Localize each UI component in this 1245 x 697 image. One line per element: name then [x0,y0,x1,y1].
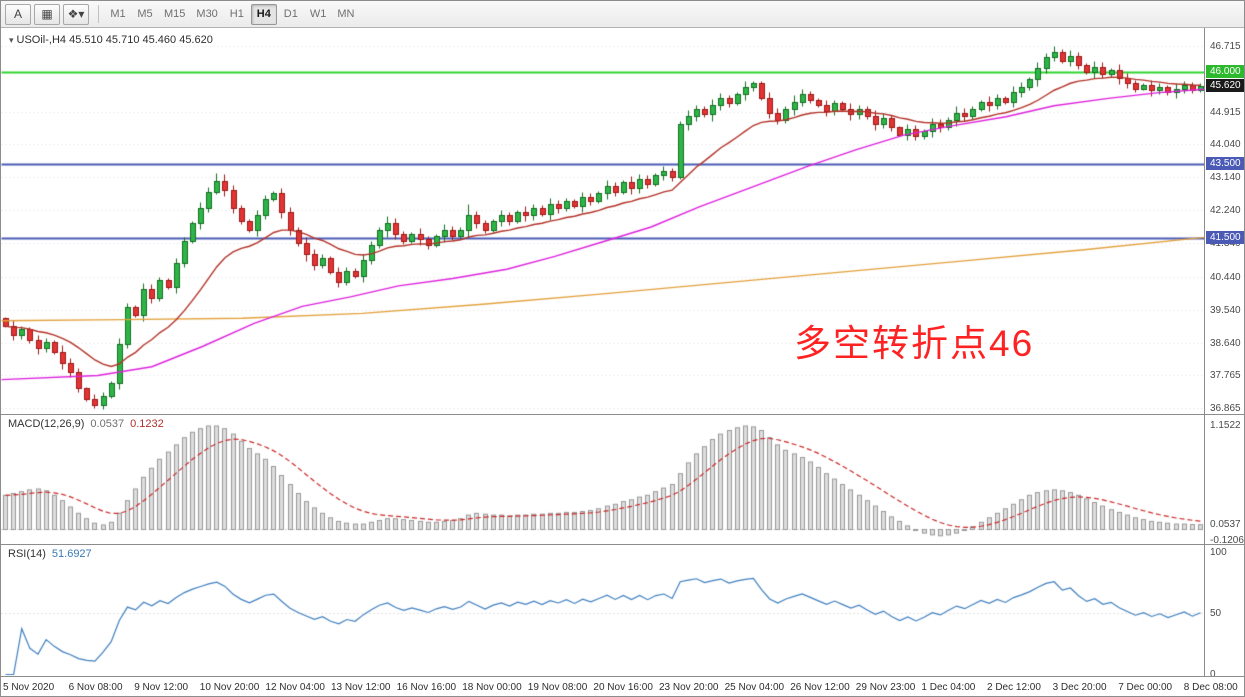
timeframe-button-m1[interactable]: M1 [110,8,126,20]
macd-panel-canvas[interactable] [1,415,1204,544]
time-axis-label: 9 Nov 12:00 [134,682,189,693]
timeframe-button-h1[interactable]: H1 [229,8,244,20]
macd-main-value: 0.0537 [90,418,125,430]
time-axis[interactable]: 5 Nov 2020 6 Nov 08:00 9 Nov 12:00 10 Nov 2… [1,677,1244,696]
macd-axis-label: 1.1522 [1210,420,1241,432]
panel-divider-macd-rsi[interactable] [1,544,1244,545]
timeframe-button-w1[interactable]: W1 [309,8,327,20]
chart-window-button[interactable]: ▦ [34,3,60,25]
time-axis-label: 8 Dec 08:00 [1183,682,1238,693]
rsi-axis-label: 100 [1210,547,1227,558]
annotation-text: 多空转折点46 [794,323,1035,364]
price-axis-label: 44.915 [1210,107,1241,118]
macd-axis-label: 0.0537 [1210,519,1241,531]
rsi-indicator-label: RSI(14) 51.6927 [8,548,92,560]
time-axis-label: 29 Nov 23:00 [855,682,916,693]
main-chart-canvas[interactable] [1,28,1204,414]
time-axis-label: 2 Dec 12:00 [987,682,1041,693]
time-axis-label: 10 Nov 20:00 [199,682,260,693]
rsi-axis-label: 0 [1210,669,1216,680]
timeframe-button-m15[interactable]: M15 [164,8,186,20]
macd-signal-value: 0.1232 [130,418,164,430]
timeframe-button-d1[interactable]: D1 [283,8,298,20]
price-badge-45.620: 45.620 [1206,79,1244,93]
time-axis-label: 16 Nov 16:00 [396,682,457,693]
timeframe-button-mn[interactable]: MN [337,8,355,20]
time-axis-label: 23 Nov 20:00 [659,682,719,693]
symbol-ohlc-label: ▾ USOil-,H4 45.510 45.710 45.460 45.620 [9,34,213,46]
time-axis-label: 18 Nov 00:00 [462,682,522,693]
time-axis-label: 13 Nov 12:00 [331,682,391,693]
toolbar-separator [98,5,99,23]
panel-divider-main-macd[interactable] [1,414,1244,415]
price-badge-41.500: 41.500 [1206,230,1244,244]
rsi-panel-canvas[interactable] [1,545,1204,676]
time-axis-label: 7 Dec 00:00 [1118,682,1173,693]
time-axis-label: 3 Dec 20:00 [1052,682,1107,693]
toolbar: A ▦ ❖▾ M1 M5 M15 M30 H1 H4 D1 W1 MN [1,1,1244,28]
time-axis-label: 19 Nov 08:00 [527,682,588,693]
time-axis-label: 5 Nov 2020 [3,682,55,693]
panel-divider-rsi-timeaxis [1,676,1244,677]
timeframe-button-m30[interactable]: M30 [196,8,218,20]
price-badge-46.000: 46.000 [1206,65,1244,79]
price-axis-label: 41.340 [1210,238,1241,250]
macd-axis-label: -0.1206 [1210,534,1244,546]
style-dropdown-button[interactable]: ❖▾ [63,3,89,25]
time-axis-label: 20 Nov 16:00 [593,682,653,693]
tool-group: A ▦ ❖▾ [5,3,92,25]
price-axis-label: 36.865 [1210,402,1241,414]
price-axis-label: 44.040 [1210,139,1241,151]
time-axis-label: 12 Nov 04:00 [265,682,325,693]
price-axis-label: 38.640 [1210,337,1241,349]
time-axis-label: 1 Dec 04:00 [921,682,976,693]
macd-indicator-label: MACD(12,26,9) 0.0537 0.1232 [8,418,164,430]
symbol-ohlc-text: USOil-,H4 45.510 45.710 45.460 45.620 [16,34,213,46]
price-axis-label: 39.540 [1210,304,1241,316]
time-axis-label: 6 Nov 08:00 [68,682,123,693]
price-badge-43.500: 43.500 [1206,157,1244,171]
timeframe-button-h4[interactable]: H4 [250,3,277,25]
rsi-axis-label: 50 [1210,608,1222,619]
timeframe-group: M1 M5 M15 M30 H1 H4 D1 W1 MN [105,3,360,25]
rsi-value: 51.6927 [51,548,92,560]
time-axis-label: 25 Nov 04:00 [724,682,785,693]
price-axis-label: 42.240 [1210,205,1241,217]
cursor-tool-button[interactable]: A [5,3,31,25]
rsi-title: RSI(14) [8,548,46,560]
price-axis-label: 46.715 [1210,40,1241,52]
price-axis-label: 40.440 [1210,271,1241,283]
price-axis[interactable]: 46.715 44.915 44.040 43.140 42.240 41.340 40.4… [1204,28,1244,680]
time-axis-label: 26 Nov 12:00 [790,682,850,693]
price-axis-label: 43.140 [1210,172,1241,184]
macd-title: MACD(12,26,9) [8,418,85,430]
price-axis-label: 37.765 [1210,369,1241,381]
collapse-triangle-icon: ▾ [9,35,14,45]
timeframe-button-m5[interactable]: M5 [137,8,153,20]
